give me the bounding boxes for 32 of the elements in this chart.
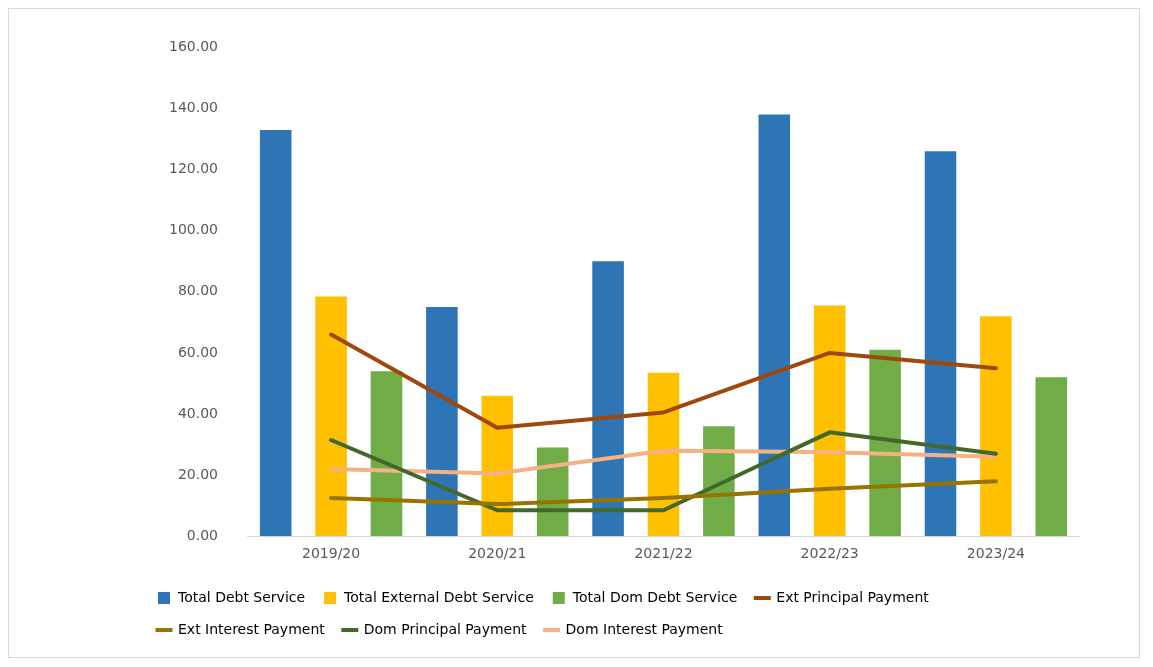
- x-tick-label: 2019/20: [302, 545, 361, 562]
- y-tick-label: 140.00: [168, 99, 218, 116]
- y-tick-label: 60.00: [177, 343, 218, 360]
- bar: [315, 296, 347, 537]
- x-tick-label: 2023/24: [966, 545, 1026, 562]
- bar: [813, 305, 846, 537]
- y-tick-label: 40.00: [177, 404, 218, 421]
- y-tick-label: 0.00: [186, 526, 218, 543]
- legend-label: Dom Interest Payment: [565, 620, 724, 637]
- bar: [259, 129, 292, 537]
- legend-label: Total Dom Debt Service: [571, 588, 738, 605]
- legend-label: Total External Debt Service: [343, 588, 534, 605]
- y-tick-label: 100.00: [168, 221, 218, 238]
- legend-label: Ext Principal Payment: [776, 588, 930, 605]
- bar: [592, 261, 624, 537]
- y-tick-label: 20.00: [177, 465, 218, 482]
- x-tick-label: 2021/22: [634, 545, 693, 562]
- legend-label: Total Debt Service: [177, 588, 306, 605]
- bar: [426, 307, 458, 537]
- bar: [758, 114, 791, 537]
- y-tick-label: 80.00: [177, 282, 218, 299]
- bar: [980, 316, 1012, 537]
- x-tick-label: 2020/21: [468, 545, 527, 562]
- y-tick-label: 120.00: [168, 160, 218, 177]
- bar: [924, 151, 957, 537]
- bar: [370, 371, 403, 537]
- legend-label: Dom Principal Payment: [363, 620, 528, 637]
- bar: [1035, 377, 1068, 537]
- y-tick-label: 160.00: [168, 38, 218, 55]
- bar: [869, 349, 901, 537]
- x-tick-label: 2022/23: [800, 545, 859, 562]
- legend-label: Ext Interest Payment: [178, 620, 326, 637]
